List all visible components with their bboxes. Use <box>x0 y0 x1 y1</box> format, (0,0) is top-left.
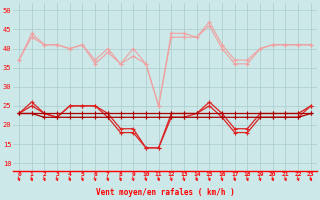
X-axis label: Vent moyen/en rafales ( km/h ): Vent moyen/en rafales ( km/h ) <box>96 188 234 197</box>
